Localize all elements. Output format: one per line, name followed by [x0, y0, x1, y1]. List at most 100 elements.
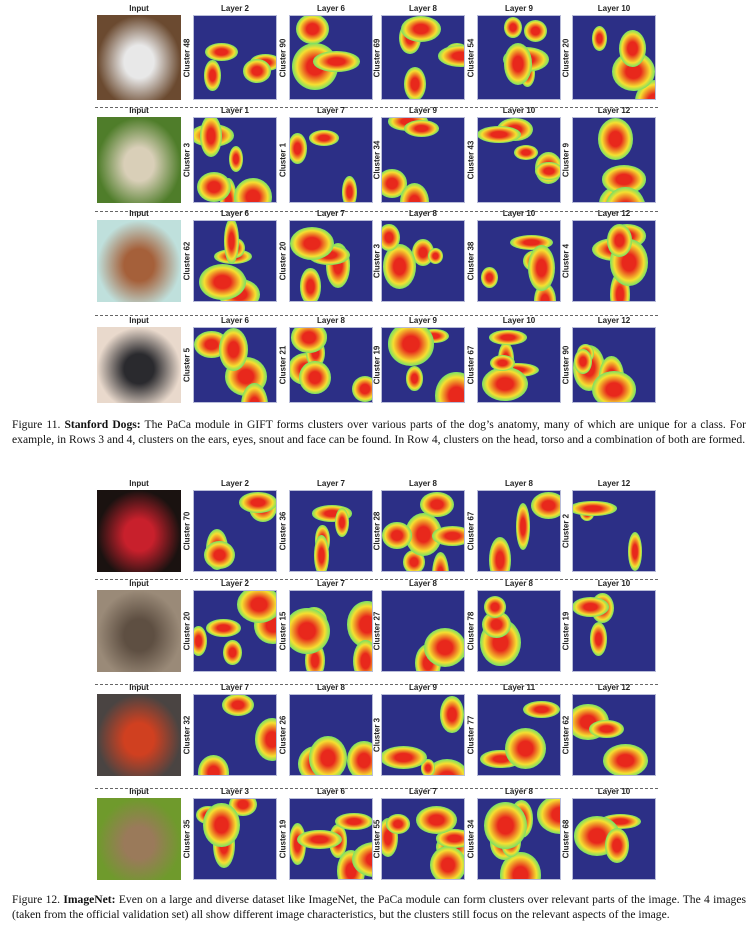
layer-title: Layer 10 [502, 209, 536, 218]
layer-title: Layer 9 [408, 106, 438, 115]
heat-blob [437, 45, 464, 68]
cluster-heatmap [572, 590, 656, 672]
heat-blob [478, 126, 521, 143]
heat-blob [382, 224, 400, 252]
heat-blob [299, 360, 331, 395]
layer-title: Layer 12 [597, 683, 631, 692]
cluster-label: Cluster 38 [466, 241, 476, 281]
cluster-heatmap [289, 327, 373, 403]
heat-blob [606, 223, 633, 257]
input-image [97, 15, 181, 100]
cluster-label: Cluster 36 [278, 511, 288, 551]
heat-blob [603, 743, 648, 775]
input-image [97, 117, 181, 203]
layer-title: Layer 11 [502, 683, 536, 692]
cluster-label: Cluster 19 [278, 819, 288, 859]
heat-blob [404, 120, 440, 138]
cluster-label: Cluster 62 [182, 241, 192, 281]
heat-blob [514, 145, 539, 161]
heat-blob [382, 745, 428, 769]
heat-blob [300, 268, 321, 301]
heat-blob [415, 806, 457, 835]
heat-blob [308, 736, 348, 775]
heat-blob [489, 330, 528, 345]
cluster-heatmap [381, 327, 465, 403]
row-separator [95, 315, 658, 316]
heat-blob [218, 328, 249, 372]
heat-blob [503, 42, 533, 86]
cluster-label: Cluster 90 [561, 345, 571, 385]
cluster-label: Cluster 78 [466, 611, 476, 651]
cluster-heatmap [381, 117, 465, 203]
cluster-heatmap [381, 220, 465, 302]
layer-title: Layer 12 [597, 106, 631, 115]
layer-title: Layer 6 [316, 4, 346, 13]
cluster-heatmap [193, 327, 277, 403]
heat-blob [254, 718, 276, 761]
layer-title: Layer 8 [408, 479, 438, 488]
cluster-heatmap [572, 694, 656, 776]
cluster-label: Cluster 34 [466, 819, 476, 859]
layer-title: Layer 10 [597, 4, 631, 13]
heat-blob [435, 829, 464, 848]
caption-bold: Stanford Dogs: [64, 417, 141, 431]
heat-blob [385, 814, 410, 834]
cluster-label: Cluster 67 [466, 345, 476, 385]
heat-blob [589, 621, 608, 656]
cluster-heatmap [572, 117, 656, 203]
cluster-heatmap [289, 490, 373, 572]
cluster-label: Cluster 48 [182, 38, 192, 77]
cluster-label: Cluster 43 [466, 140, 476, 180]
heat-blob [483, 595, 507, 618]
caption-text: The PaCa module in GIFT forms clusters o… [12, 417, 746, 447]
heat-blob [424, 627, 464, 668]
heat-blob [534, 162, 560, 181]
layer-title: Layer 8 [504, 579, 534, 588]
cluster-heatmap [289, 117, 373, 203]
cluster-heatmap [193, 590, 277, 672]
cluster-heatmap [193, 798, 277, 880]
heat-blob [313, 51, 360, 72]
heat-blob [290, 607, 330, 655]
layer-title: Layer 8 [316, 316, 346, 325]
cluster-heatmap [289, 590, 373, 672]
row-separator [95, 788, 658, 789]
layer-title: Layer 10 [502, 106, 536, 115]
layer-title: Layer 8 [316, 683, 346, 692]
input-title: Input [129, 106, 149, 115]
cluster-heatmap [572, 490, 656, 572]
heat-blob [431, 551, 449, 571]
heat-blob [203, 803, 240, 848]
caption-label: Figure 11. [12, 417, 61, 431]
cluster-label: Cluster 21 [278, 345, 288, 385]
layer-title: Layer 10 [597, 787, 631, 796]
cluster-label: Cluster 62 [561, 715, 571, 755]
layer-title: Layer 7 [408, 787, 438, 796]
cluster-label: Cluster 2 [561, 513, 571, 549]
cluster-label: Cluster 4 [561, 243, 571, 279]
input-image [97, 694, 181, 776]
input-image [97, 490, 181, 572]
layer-title: Layer 8 [408, 579, 438, 588]
input-title: Input [129, 579, 149, 588]
heat-blob [588, 719, 624, 739]
cluster-label: Cluster 68 [561, 819, 571, 859]
heat-blob [314, 535, 329, 571]
cluster-heatmap [193, 220, 277, 302]
layer-title: Layer 6 [220, 209, 250, 218]
heat-blob [335, 812, 372, 831]
cluster-heatmap [381, 798, 465, 880]
heat-blob [223, 639, 242, 665]
layer-title: Layer 7 [316, 579, 346, 588]
heat-blob [605, 187, 646, 202]
layer-title: Layer 12 [597, 209, 631, 218]
cluster-label: Cluster 15 [278, 611, 288, 651]
cluster-heatmap [477, 590, 561, 672]
cluster-heatmap [477, 798, 561, 880]
heat-blob [387, 328, 435, 366]
heat-blob [199, 118, 222, 158]
layer-title: Layer 1 [220, 106, 250, 115]
layer-title: Layer 6 [220, 316, 250, 325]
heat-blob [404, 66, 427, 99]
figure-12-caption: Figure 12. ImageNet: Even on a large and… [12, 892, 746, 923]
